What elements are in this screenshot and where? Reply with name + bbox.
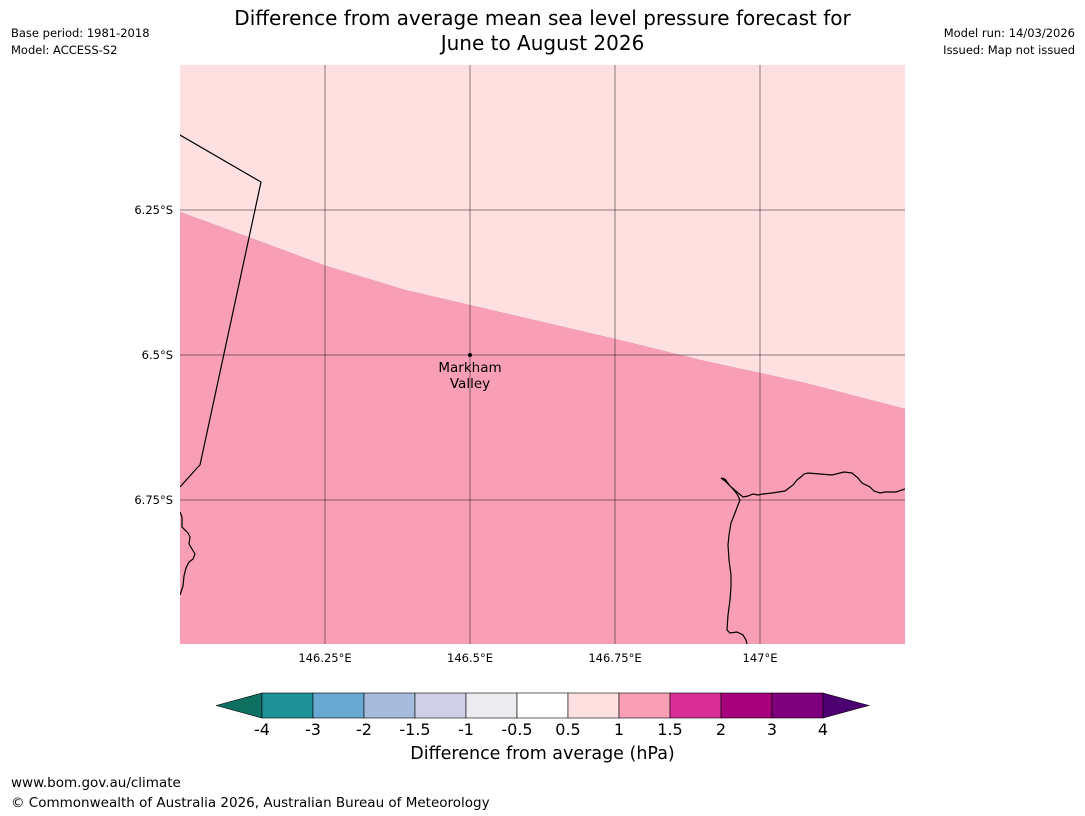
lon-label-146-5: 146.5°E [447, 651, 493, 665]
colorbar-tick: -0.5 [501, 720, 533, 739]
colorbar [216, 692, 870, 719]
colorbar-tick: -1.5 [399, 720, 431, 739]
issued-status: Issued: Map not issued [943, 43, 1075, 57]
lat-label-6-75: 6.75°S [134, 493, 173, 507]
markham-valley-marker[interactable] [468, 353, 472, 357]
colorbar-bin-3-4 [771, 692, 824, 719]
lon-label-146-25: 146.25°E [298, 651, 352, 665]
colorbar-bin-1-1-5 [618, 692, 671, 719]
province-boundary [180, 134, 262, 488]
meta-right: Model run: 14/03/2026 Issued: Map not is… [943, 25, 1075, 59]
place-label-line-2: Valley [449, 376, 491, 392]
colorbar-bin-1-5-2 [669, 692, 722, 719]
map-title: Difference from average mean sea level p… [0, 6, 1085, 56]
colorbar-tick: 0.5 [555, 720, 581, 739]
colorbar-tick: -2 [356, 720, 372, 739]
region-1-to-1-5 [180, 212, 905, 644]
model-run: Model run: 14/03/2026 [943, 26, 1075, 40]
colorbar-tick: 2 [715, 720, 727, 739]
place-label-line-1: Markham [438, 360, 502, 376]
colorbar-label: Difference from average (hPa) [410, 744, 675, 764]
colorbar-bin-2-3 [720, 692, 773, 719]
title-line-1: Difference from average mean sea level p… [234, 6, 851, 30]
colorbar-tick: -3 [305, 720, 321, 739]
footer-url[interactable]: www.bom.gov.au/climate [11, 775, 181, 791]
colorbar-bin-0-5-1 [567, 692, 620, 719]
base-period: Base period: 1981-2018 [11, 26, 150, 40]
colorbar-tick: 1 [613, 720, 625, 739]
colorbar-arrow-low [216, 692, 263, 719]
lon-label-147: 147°E [742, 651, 778, 665]
lon-label-146-75: 146.75°E [588, 651, 642, 665]
model-name: Model: ACCESS-S2 [11, 43, 118, 57]
lat-label-6-5: 6.5°S [141, 348, 173, 362]
colorbar-bin-minus4-minus3 [261, 692, 314, 719]
colorbar-tick: 3 [766, 720, 778, 739]
region-contour [180, 211, 905, 410]
map-area[interactable] [180, 65, 905, 644]
colorbar-bin-minus3-minus2 [312, 692, 365, 719]
boundaries [180, 134, 905, 644]
footer-copyright: © Commonwealth of Australia 2026, Austra… [11, 795, 490, 811]
title-line-2: June to August 2026 [440, 31, 645, 55]
coastline-west [180, 511, 196, 596]
colorbar-tick: -1 [458, 720, 474, 739]
colorbar-bin-minus1-minus0-5 [465, 692, 518, 719]
colorbar-bin-minus1-5-minus1 [414, 692, 467, 719]
colorbar-tick: 4 [817, 720, 829, 739]
map-canvas[interactable] [180, 65, 905, 644]
lat-label-6-25: 6.25°S [134, 203, 173, 217]
colorbar-tick: 1.5 [657, 720, 683, 739]
colorbar-bin-minus2-minus1-5 [363, 692, 416, 719]
meta-left: Base period: 1981-2018 Model: ACCESS-S2 [11, 25, 150, 59]
coastline-east [720, 471, 905, 644]
colorbar-arrow-high [822, 692, 870, 719]
colorbar-tick: -4 [254, 720, 270, 739]
colorbar-bin-minus0-5-0-5 [516, 692, 569, 719]
place-label: Markham Valley [420, 360, 520, 392]
